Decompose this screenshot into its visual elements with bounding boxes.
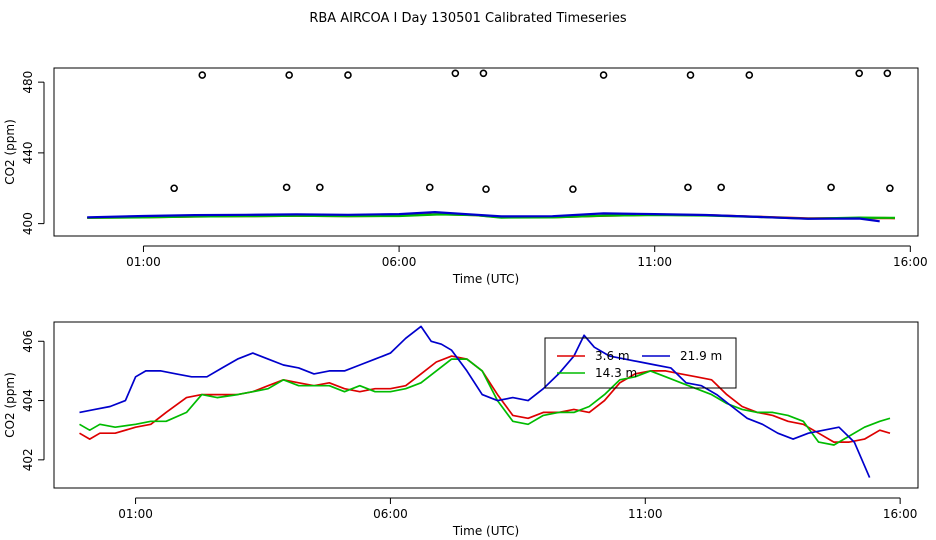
calibration-point: [316, 183, 324, 192]
x-axis: 01:00 06:00 11:00 16:00 Time (UTC): [118, 497, 918, 538]
y-tick-label: 440: [21, 141, 35, 164]
calibration-point: [886, 184, 894, 193]
y-tick-label: 400: [21, 212, 35, 235]
y-axis-label: CO2 (ppm): [3, 372, 17, 438]
plot-frame: [53, 321, 919, 489]
x-tick-label: 06:00: [373, 507, 408, 521]
panel-zoomed: 01:00 06:00 11:00 16:00 Time (UTC) 402 404 406 C…: [3, 321, 919, 538]
x-tick-label: 16:00: [883, 507, 918, 521]
legend-label-21-9-m: 21.9 m: [680, 349, 722, 363]
series-line-21-9-m: [79, 325, 871, 478]
legend: 3.6 m 21.9 m 14.3 m: [544, 337, 737, 389]
x-axis-label: Time (UTC): [452, 524, 519, 538]
calibration-point: [686, 71, 695, 79]
calibration-point: [198, 71, 207, 79]
calibration-point: [479, 69, 488, 78]
calibration-point: [827, 183, 835, 192]
calibration-point: [883, 69, 892, 78]
x-tick-label: 11:00: [637, 255, 672, 269]
legend-box: [544, 337, 737, 389]
calibration-point: [599, 71, 608, 79]
calibration-point: [482, 185, 490, 193]
calibration-point: [285, 71, 293, 79]
legend-label-3-6-m: 3.6 m: [595, 349, 630, 363]
series-line-14-3-m: [79, 358, 891, 446]
calibration-point: [344, 71, 352, 79]
y-axis: 400 440 480 CO2 (ppm): [3, 71, 45, 235]
calibration-point: [855, 69, 864, 78]
figure-title: RBA AIRCOA I Day 130501 Calibrated Times…: [309, 11, 627, 26]
calibration-point: [282, 183, 291, 192]
series-line-3-6-m: [79, 355, 891, 443]
y-tick-label: 404: [21, 389, 35, 412]
x-tick-label: 06:00: [382, 255, 417, 269]
legend-label-14-3-m: 14.3 m: [595, 366, 637, 380]
panel-overview: 01:00 06:00 11:00 16:00 Time (UTC) 400 440 480 C…: [3, 67, 928, 286]
x-tick-label: 01:00: [118, 507, 153, 521]
x-axis-label: Time (UTC): [452, 272, 519, 286]
calibration-point: [717, 183, 725, 192]
calibration-point: [170, 184, 178, 193]
x-axis: 01:00 06:00 11:00 16:00 Time (UTC): [126, 245, 928, 286]
x-tick-label: 01:00: [126, 255, 161, 269]
y-tick-label: 402: [21, 448, 35, 471]
series-line-21-9-m: [87, 211, 880, 223]
calibration-point: [684, 183, 692, 192]
calibration-point: [569, 185, 577, 193]
y-axis-label: CO2 (ppm): [3, 119, 17, 185]
y-axis: 402 404 406 CO2 (ppm): [3, 330, 45, 471]
calibration-point: [425, 183, 434, 192]
calibration-point: [745, 71, 754, 79]
x-tick-label: 11:00: [628, 507, 663, 521]
calibration-point: [451, 69, 460, 78]
x-tick-label: 16:00: [893, 255, 928, 269]
calibration-points: [170, 69, 894, 193]
y-tick-label: 406: [21, 330, 35, 353]
y-tick-label: 480: [21, 71, 35, 94]
plot-frame: [53, 67, 919, 237]
